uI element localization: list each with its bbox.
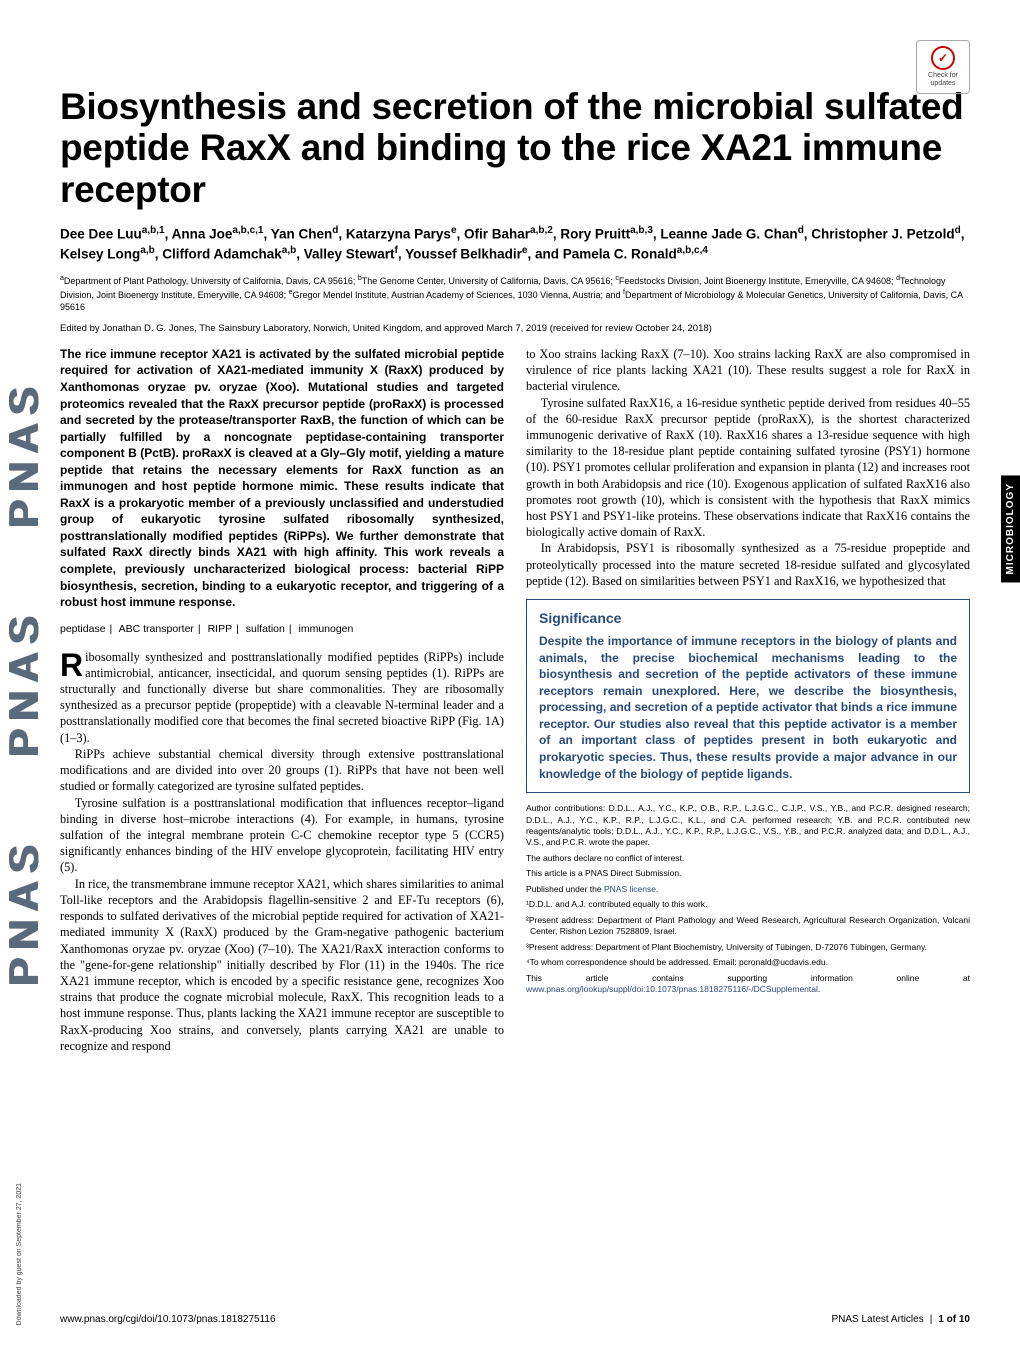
body-text: to Xoo strains lacking RaxX (7–10). Xoo … bbox=[526, 346, 970, 589]
download-note: Downloaded by guest on September 27, 202… bbox=[16, 1183, 23, 1325]
check-updates-badge[interactable]: ✓ Check forupdates bbox=[916, 40, 970, 94]
significance-box: Significance Despite the importance of i… bbox=[526, 599, 970, 793]
pnas-logo: PNAS bbox=[0, 608, 48, 757]
page-footer: www.pnas.org/cgi/doi/10.1073/pnas.181827… bbox=[60, 1307, 970, 1325]
two-column-body: The rice immune receptor XA21 is activat… bbox=[60, 346, 970, 1054]
pnas-sidebar: PNAS PNAS PNAS bbox=[0, 0, 48, 1365]
supplemental-link[interactable]: www.pnas.org/lookup/suppl/doi:10.1073/pn… bbox=[526, 984, 818, 994]
significance-body: Despite the importance of immune recepto… bbox=[539, 633, 957, 782]
check-icon: ✓ bbox=[931, 46, 955, 70]
abstract: The rice immune receptor XA21 is activat… bbox=[60, 346, 504, 611]
right-column: to Xoo strains lacking RaxX (7–10). Xoo … bbox=[526, 346, 970, 1054]
left-column: The rice immune receptor XA21 is activat… bbox=[60, 346, 504, 1054]
keywords: peptidase| ABC transporter| RIPP| sulfat… bbox=[60, 623, 504, 635]
significance-heading: Significance bbox=[539, 610, 957, 626]
author-list: Dee Dee Luua,b,1, Anna Joea,b,c,1, Yan C… bbox=[60, 224, 970, 264]
affiliations: aDepartment of Plant Pathology, Universi… bbox=[60, 274, 970, 312]
body-text: Ribosomally synthesized and posttranslat… bbox=[60, 649, 504, 1054]
dropcap: R bbox=[60, 649, 85, 680]
author-contributions: Author contributions: D.D.L., A.J., Y.C.… bbox=[526, 803, 970, 996]
edited-by: Edited by Jonathan D. G. Jones, The Sain… bbox=[60, 323, 970, 334]
section-tab: MICROBIOLOGY bbox=[1001, 475, 1020, 582]
page-content: ✓ Check forupdates Biosynthesis and secr… bbox=[60, 40, 970, 1325]
doi: www.pnas.org/cgi/doi/10.1073/pnas.181827… bbox=[60, 1314, 276, 1325]
pnas-license-link[interactable]: PNAS license bbox=[604, 884, 656, 894]
page-info: PNAS Latest Articles|1 of 10 bbox=[831, 1314, 970, 1325]
pnas-logo: PNAS bbox=[0, 379, 48, 528]
badge-label: Check forupdates bbox=[928, 72, 958, 87]
pnas-logo: PNAS bbox=[0, 837, 48, 986]
article-title: Biosynthesis and secretion of the microb… bbox=[60, 86, 970, 210]
